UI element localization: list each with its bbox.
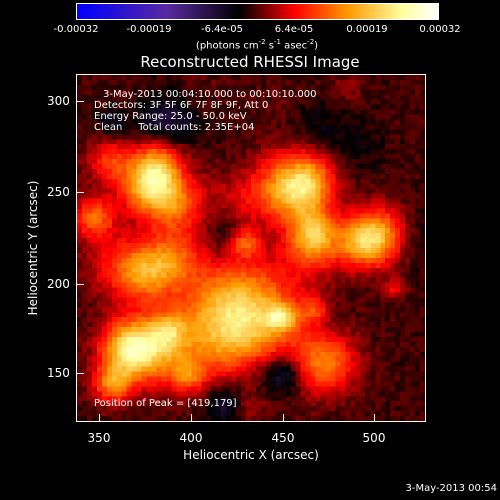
colorbar-units: (photons cm-2 s-1 asec-2) bbox=[195, 38, 319, 52]
x-tick-mark bbox=[374, 414, 375, 422]
annotation-detectors: Detectors: 3F 5F 6F 7F 8F 9F, Att 0 bbox=[94, 100, 269, 111]
colorbar-tick: 0.00019 bbox=[346, 24, 388, 35]
plot-timestamp: 3-May-2013 00:54 bbox=[405, 483, 497, 494]
x-tick-mark bbox=[191, 414, 192, 422]
colorbar-tick: 0.00032 bbox=[419, 24, 461, 35]
image-title: Reconstructed RHESSI Image bbox=[140, 53, 360, 71]
annotation-energy: Energy Range: 25.0 - 50.0 keV bbox=[94, 111, 247, 122]
y-tick-label: 250 bbox=[47, 185, 70, 199]
colorbar-tick: -0.00019 bbox=[126, 24, 172, 35]
y-tick-mark bbox=[76, 284, 84, 285]
colorbar bbox=[76, 3, 439, 20]
colorbar-tick: 6.4e-05 bbox=[274, 24, 314, 35]
y-tick-mark bbox=[76, 373, 84, 374]
y-tick-mark bbox=[76, 192, 84, 193]
colorbar-tick: -0.00032 bbox=[53, 24, 99, 35]
y-axis-label: Heliocentric Y (arcsec) bbox=[26, 180, 40, 316]
y-tick-label: 150 bbox=[47, 366, 70, 380]
x-tick-label: 400 bbox=[179, 431, 203, 445]
colorbar-gradient bbox=[77, 4, 438, 19]
x-tick-mark bbox=[283, 414, 284, 422]
y-tick-mark bbox=[76, 101, 84, 102]
x-axis-label: Heliocentric X (arcsec) bbox=[183, 448, 319, 462]
x-tick-label: 350 bbox=[87, 431, 111, 445]
annotation-peak: Position of Peak = [419,179] bbox=[94, 398, 237, 409]
image-plot bbox=[76, 74, 426, 422]
rhessi-image bbox=[77, 75, 425, 421]
annotation-time-range: 3-May-2013 00:04:10.000 to 00:10:10.000 bbox=[103, 89, 317, 100]
x-tick-label: 500 bbox=[362, 431, 386, 445]
x-tick-label: 450 bbox=[271, 431, 295, 445]
y-tick-label: 200 bbox=[47, 277, 70, 291]
colorbar-tick: -6.4e-05 bbox=[201, 24, 243, 35]
x-tick-mark bbox=[99, 414, 100, 422]
annotation-clean: Clean Total counts: 2.35E+04 bbox=[94, 122, 255, 133]
y-tick-label: 300 bbox=[47, 94, 70, 108]
